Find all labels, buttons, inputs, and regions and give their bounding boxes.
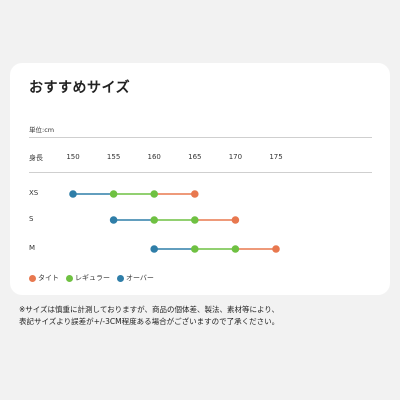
card-title: おすすめサイズ: [29, 80, 131, 96]
legend-dot-icon: [66, 274, 73, 282]
legend-item-tight: タイト: [29, 273, 59, 283]
legend-label: タイト: [38, 274, 59, 282]
fit-point-regular: [191, 216, 199, 224]
note-line: ※サイズは慎重に計測しておりますが、商品の個体差、製法、素材等により、: [19, 305, 280, 314]
size-row-label: S: [29, 215, 34, 223]
unit-label: 単位:cm: [29, 126, 55, 134]
fit-point-regular: [231, 245, 240, 253]
fit-point-over: [69, 190, 77, 198]
legend-label: レギュラー: [75, 274, 110, 282]
fit-legend: タイト レギュラー オーバー: [29, 273, 161, 283]
fit-point-over: [150, 245, 158, 253]
size-chart: [69, 190, 280, 253]
legend-item-regular: レギュラー: [66, 273, 110, 283]
fit-point-regular: [150, 190, 158, 198]
legend-dot-icon: [117, 274, 124, 282]
size-row-label: M: [29, 244, 36, 252]
divider-bottom: [29, 172, 372, 173]
height-tick-label: 165: [188, 153, 202, 161]
size-notes: ※サイズは慎重に計測しておりますが、商品の個体差、製法、素材等により、 表記サイ…: [19, 304, 279, 328]
height-tick-label: 150: [66, 153, 80, 161]
size-row-label: XS: [29, 189, 39, 197]
size-guide-card: おすすめサイズ 単位:cm 身長 150 155 160 165 170 175 XS S M…: [10, 63, 390, 295]
fit-point-over: [109, 216, 118, 224]
fit-point-regular: [191, 245, 199, 253]
fit-point-tight: [231, 216, 240, 224]
note-line: 表記サイズより誤差が+/-3CM程度ある場合がございますので了承ください。: [19, 317, 280, 326]
height-tick-label: 170: [228, 153, 243, 161]
fit-point-tight: [191, 190, 199, 198]
fit-point-regular: [150, 216, 158, 224]
height-tick-label: 160: [147, 153, 161, 161]
height-tick-label: 155: [106, 153, 121, 161]
fit-point-tight: [272, 245, 280, 253]
legend-label: オーバー: [126, 274, 154, 282]
legend-dot-icon: [29, 274, 36, 282]
legend-item-over: オーバー: [117, 273, 154, 283]
height-axis-label: 身長: [29, 154, 43, 162]
fit-point-regular: [109, 190, 118, 198]
height-tick-label: 175: [269, 153, 283, 161]
divider-top: [29, 137, 372, 138]
